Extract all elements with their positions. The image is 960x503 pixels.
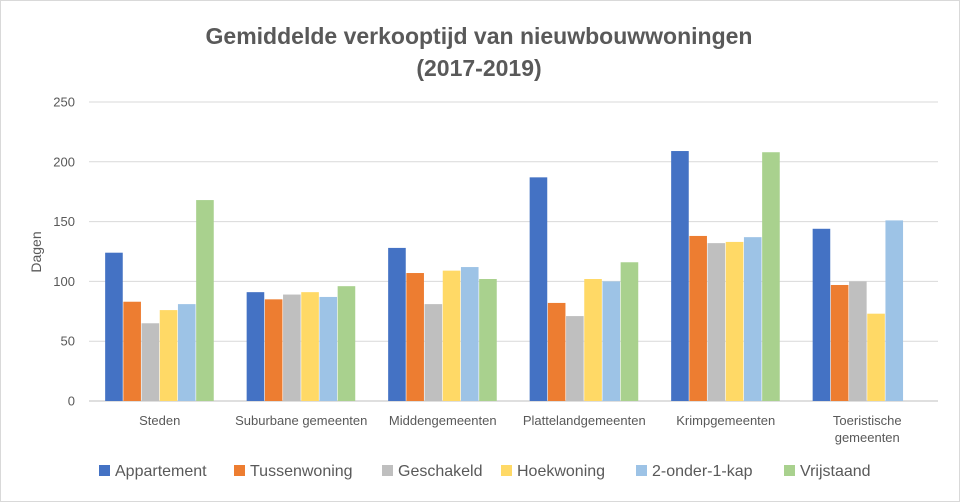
y-tick-labels: 0 50 100 150 200 250 <box>53 95 75 409</box>
legend-swatch <box>784 465 795 476</box>
bar <box>319 296 338 401</box>
y-tick-label: 50 <box>61 334 75 349</box>
bar <box>707 243 726 401</box>
bar <box>584 279 602 401</box>
bar <box>620 262 639 401</box>
legend-swatch <box>636 465 647 476</box>
bar <box>743 237 762 401</box>
bar <box>196 200 214 401</box>
y-tick-label: 200 <box>53 154 75 169</box>
bar <box>123 301 141 401</box>
bar <box>885 220 904 401</box>
bar <box>406 273 424 401</box>
legend-swatch <box>234 465 245 476</box>
bar <box>479 279 497 401</box>
bar <box>867 313 885 401</box>
x-tick-label: Middengemeenten <box>389 413 497 428</box>
bar <box>602 281 621 401</box>
bar <box>141 323 160 401</box>
bar <box>264 299 283 401</box>
bar <box>671 151 689 401</box>
legend-label: Geschakeld <box>398 463 483 480</box>
x-tick-labels: Steden Suburbane gemeenten Middengemeenten… <box>139 413 901 445</box>
x-tick-label: Toeristische <box>833 413 902 428</box>
x-tick-label: gemeenten <box>835 430 900 445</box>
bar <box>689 235 707 401</box>
legend-label: 2-onder-1-kap <box>652 463 753 480</box>
x-tick-label: Krimpgemeenten <box>676 413 775 428</box>
bar <box>725 241 744 401</box>
x-tick-label: Suburbane gemeenten <box>235 413 367 428</box>
bar <box>388 247 406 401</box>
y-axis-label: Dagen <box>28 231 44 272</box>
bar <box>762 152 780 401</box>
y-tick-label: 100 <box>53 274 75 289</box>
bar <box>812 228 831 401</box>
bar <box>283 294 301 401</box>
legend-label: Vrijstaand <box>800 463 871 480</box>
legend-label: Tussenwoning <box>250 463 353 480</box>
bar <box>830 284 849 401</box>
legend-swatch <box>382 465 393 476</box>
bar <box>337 286 356 401</box>
y-tick-label: 0 <box>68 394 75 409</box>
bar <box>105 252 123 401</box>
legend-swatch <box>501 465 512 476</box>
legend-label: Appartement <box>115 463 207 480</box>
chart-subtitle: (2017-2019) <box>416 55 541 81</box>
bar <box>566 316 584 401</box>
bar <box>460 267 479 401</box>
x-tick-label: Steden <box>139 413 180 428</box>
bars <box>105 151 904 401</box>
bar <box>442 270 461 401</box>
gridlines <box>89 101 938 402</box>
bar <box>301 292 319 401</box>
bar <box>424 304 443 401</box>
bar <box>849 281 867 401</box>
chart-title: Gemiddelde verkooptijd van nieuwbouwwoni… <box>206 23 753 49</box>
bar <box>159 310 178 401</box>
legend-swatch <box>99 465 110 476</box>
x-tick-label: Plattelandgemeenten <box>523 413 646 428</box>
y-tick-label: 250 <box>53 95 75 110</box>
bar <box>529 177 548 401</box>
legend: Appartement Tussenwoning Geschakeld Hoekwon… <box>99 463 871 480</box>
legend-label: Hoekwoning <box>517 463 605 480</box>
bar <box>246 292 265 401</box>
bar <box>177 304 196 401</box>
y-tick-label: 150 <box>53 214 75 229</box>
bar <box>547 302 566 401</box>
